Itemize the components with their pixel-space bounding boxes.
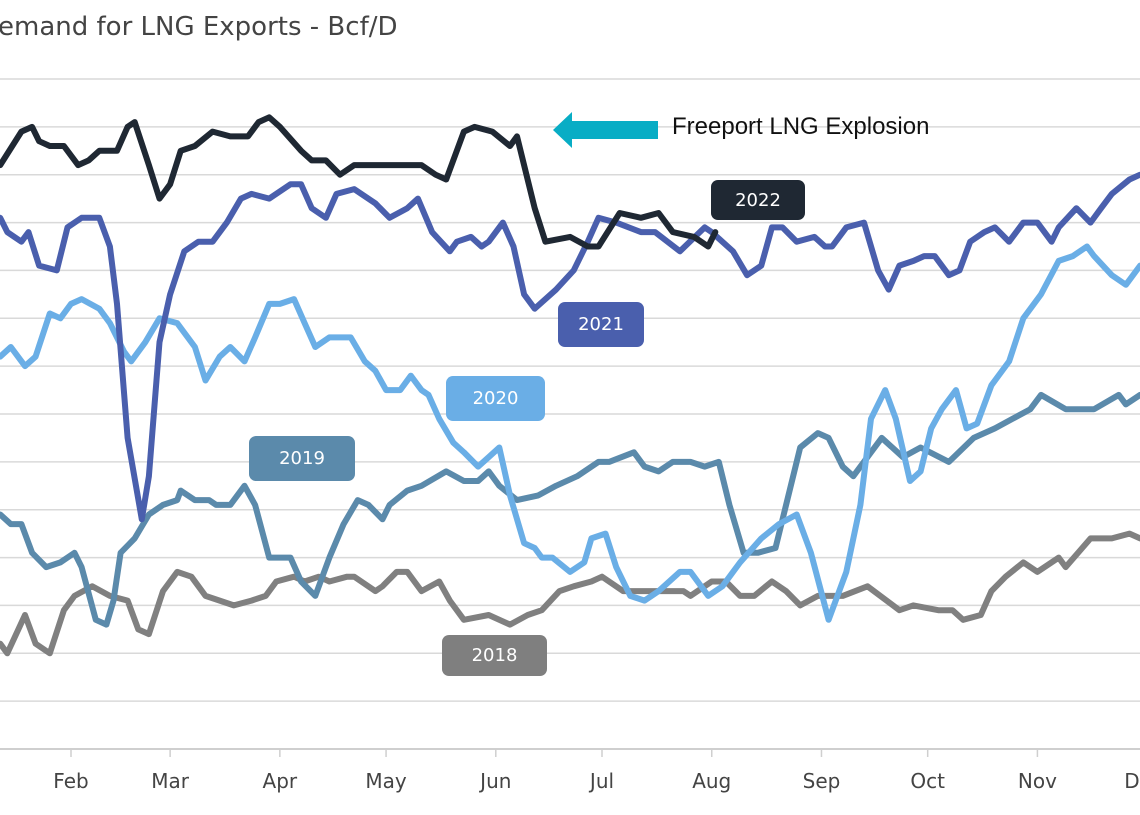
x-tick-label: Jul — [588, 769, 614, 793]
series-line-2022 — [0, 114, 719, 250]
x-tick-label: Feb — [53, 769, 88, 793]
series-line-2018 — [0, 530, 1140, 657]
series-label-2018: 2018 — [442, 635, 547, 676]
series-line-2021 — [0, 171, 1140, 523]
x-tick-label: Apr — [263, 769, 298, 793]
series-label-2022: 2022 — [711, 180, 805, 220]
chart-title: emand for LNG Exports - Bcf/D — [0, 12, 398, 42]
x-tick-label: Mar — [151, 769, 190, 793]
x-tick-label: Oct — [910, 769, 945, 793]
series-label-2020: 2020 — [446, 376, 545, 421]
x-tick-label: Aug — [692, 769, 731, 793]
series-label-2019: 2019 — [249, 436, 355, 481]
x-tick-label: May — [365, 769, 407, 793]
series-lines — [0, 114, 1140, 657]
x-tick-label: Nov — [1018, 769, 1057, 793]
series-line-2019 — [0, 391, 1140, 628]
x-tick-label: Jun — [478, 769, 511, 793]
annotation-arrow-icon — [553, 112, 658, 148]
series-label-2021: 2021 — [558, 302, 644, 347]
x-axis: Feb Mar Apr May Jun Jul Aug Sep Oct Nov Dec — [0, 748, 1140, 793]
series-line-2020 — [0, 243, 1140, 623]
x-tick-label: Sep — [803, 769, 841, 793]
x-tick-label: Dec — [1124, 769, 1140, 793]
annotation-freeport: Freeport LNG Explosion — [672, 113, 930, 140]
